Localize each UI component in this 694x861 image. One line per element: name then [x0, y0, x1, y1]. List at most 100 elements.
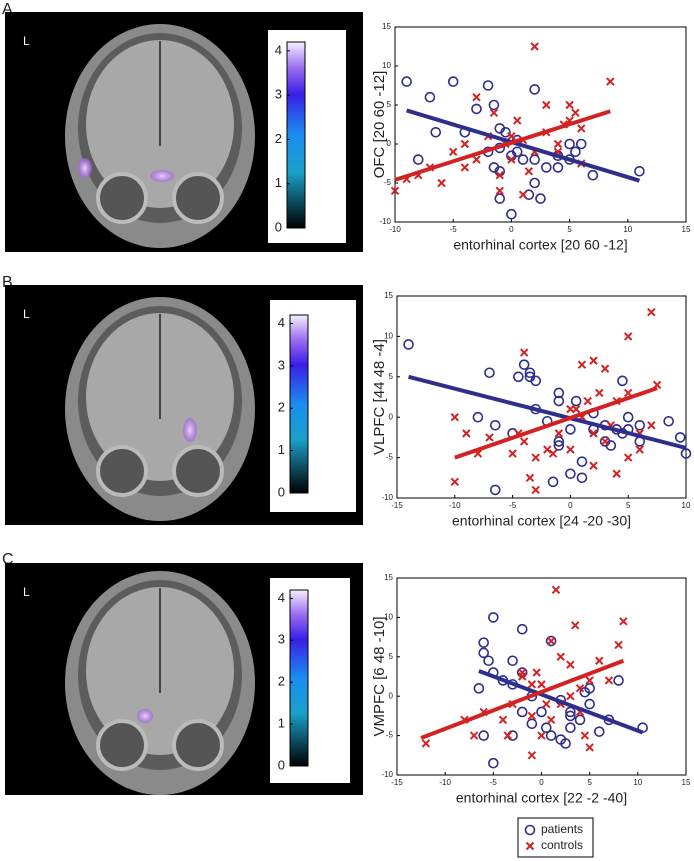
x-axis-title: entorhinal cortex [20 60 -12]	[453, 237, 627, 253]
orbit	[96, 719, 148, 771]
point	[506, 208, 517, 220]
y-tick-label: 10	[382, 61, 391, 70]
x-tick-label: -5	[450, 225, 458, 234]
orientation-label: L	[23, 307, 30, 321]
y-tick-label: -5	[384, 178, 392, 187]
activation	[78, 158, 92, 178]
point	[595, 656, 604, 665]
x-tick-label: 15	[682, 225, 691, 234]
point	[489, 484, 501, 496]
plot-frame	[396, 577, 687, 776]
point	[589, 429, 598, 438]
x-tick-label: 0	[509, 225, 514, 234]
point	[462, 429, 471, 438]
y-tick-label: 0	[387, 139, 392, 148]
point	[545, 730, 557, 741]
point	[612, 469, 621, 478]
x-tick-label: -10	[439, 778, 451, 787]
point	[513, 116, 522, 125]
point	[519, 348, 529, 357]
point	[565, 468, 576, 480]
colorbar	[289, 314, 309, 494]
point	[472, 155, 481, 164]
point	[623, 332, 633, 341]
point	[412, 154, 424, 165]
point	[634, 419, 646, 431]
point	[613, 675, 624, 686]
point	[469, 731, 479, 740]
point	[560, 738, 571, 749]
point	[421, 739, 431, 748]
point	[403, 339, 414, 350]
colorbar-tick-label: 4	[278, 315, 285, 330]
point	[571, 404, 581, 414]
point	[600, 437, 610, 446]
colorbar-tick-label: 3	[278, 632, 285, 647]
point	[566, 445, 575, 454]
point	[576, 472, 588, 484]
point	[566, 660, 575, 669]
point	[488, 757, 499, 769]
colorbar-box	[270, 300, 356, 512]
y-axis-title: OFC [20 60 -12]	[371, 71, 388, 179]
legend	[517, 817, 594, 858]
colorbar-tick-label: 2	[275, 131, 282, 146]
point	[507, 131, 516, 141]
point	[483, 655, 494, 667]
point	[622, 411, 634, 423]
orientation-label: L	[23, 34, 30, 48]
point	[525, 473, 535, 483]
colorbar-tick-label: 0	[278, 757, 285, 772]
point	[478, 637, 490, 648]
point	[473, 683, 485, 694]
point	[617, 375, 628, 387]
point	[634, 166, 645, 177]
y-tick-label: -5	[386, 453, 394, 462]
point	[518, 190, 528, 199]
point	[529, 154, 540, 165]
point	[584, 698, 595, 710]
point	[488, 99, 500, 111]
point	[478, 730, 490, 741]
point	[571, 108, 580, 118]
point	[517, 154, 529, 165]
point	[584, 683, 595, 694]
point	[619, 617, 628, 626]
point	[537, 680, 546, 689]
point	[593, 726, 605, 737]
point	[595, 388, 604, 398]
point	[583, 396, 592, 406]
point	[489, 419, 501, 431]
point	[647, 421, 656, 430]
point	[575, 138, 587, 150]
activation	[150, 170, 174, 182]
colorbar-tick-label: 2	[278, 674, 285, 689]
point	[529, 84, 540, 95]
orbit	[172, 719, 224, 771]
point	[547, 476, 559, 488]
point	[507, 655, 518, 667]
point	[507, 155, 516, 164]
legend-label: patients	[541, 822, 583, 836]
fit-line	[454, 386, 658, 460]
fit-line	[408, 374, 687, 450]
orientation-label: L	[23, 585, 30, 599]
point	[575, 684, 585, 693]
point	[531, 485, 540, 495]
activation	[183, 418, 197, 442]
point	[535, 193, 546, 204]
orbit	[96, 445, 148, 497]
colorbar-tick-label: 1	[275, 175, 282, 190]
point	[478, 647, 490, 659]
point	[604, 676, 614, 685]
point	[531, 453, 540, 462]
point	[472, 92, 481, 102]
point	[485, 433, 494, 442]
point	[513, 371, 524, 383]
point	[503, 731, 512, 740]
point	[495, 186, 504, 196]
point	[530, 375, 542, 387]
x-axis-title: entorhinal cortex [24 -20 -30]	[452, 513, 631, 529]
fit-line	[406, 108, 641, 183]
